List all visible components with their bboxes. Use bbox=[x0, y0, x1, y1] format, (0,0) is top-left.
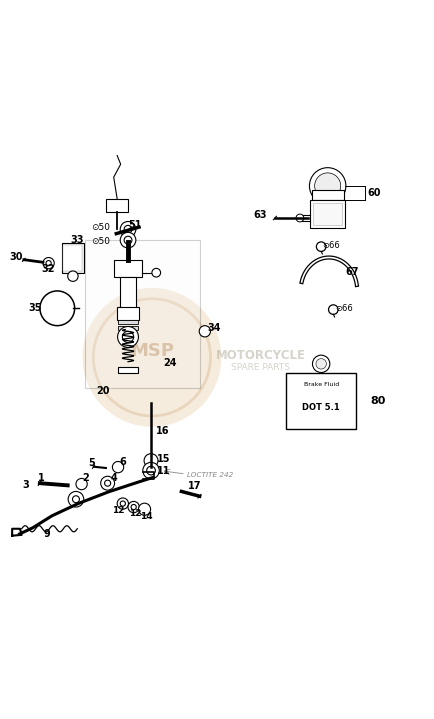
Text: DOT 5.1: DOT 5.1 bbox=[302, 403, 340, 412]
Circle shape bbox=[46, 260, 51, 266]
Text: 51: 51 bbox=[128, 220, 141, 230]
Circle shape bbox=[118, 326, 138, 347]
Text: 6: 6 bbox=[119, 457, 126, 467]
Circle shape bbox=[296, 214, 304, 222]
Circle shape bbox=[124, 237, 132, 244]
Circle shape bbox=[152, 268, 161, 277]
Circle shape bbox=[309, 168, 346, 204]
Text: 17: 17 bbox=[187, 481, 201, 491]
Circle shape bbox=[138, 503, 151, 516]
Text: 35: 35 bbox=[28, 303, 42, 313]
Text: 32: 32 bbox=[42, 264, 56, 274]
Circle shape bbox=[120, 221, 136, 237]
Text: 9: 9 bbox=[43, 529, 50, 539]
Circle shape bbox=[76, 478, 87, 490]
Bar bbox=[118, 319, 138, 324]
Bar bbox=[118, 326, 138, 330]
Bar bbox=[63, 245, 82, 271]
Circle shape bbox=[143, 462, 159, 479]
Text: 12: 12 bbox=[112, 506, 124, 515]
Circle shape bbox=[82, 288, 221, 427]
Text: 63: 63 bbox=[254, 211, 267, 221]
Text: MOTORCYCLE: MOTORCYCLE bbox=[215, 349, 306, 362]
Text: 14: 14 bbox=[140, 512, 153, 521]
Text: 1: 1 bbox=[38, 473, 45, 483]
Text: 11: 11 bbox=[157, 466, 171, 475]
Circle shape bbox=[144, 454, 158, 467]
Text: 16: 16 bbox=[156, 426, 170, 436]
Text: 30: 30 bbox=[10, 252, 23, 262]
Text: 2: 2 bbox=[82, 473, 89, 483]
Text: 20: 20 bbox=[96, 386, 110, 395]
Circle shape bbox=[124, 225, 132, 233]
Bar bbox=[62, 243, 84, 273]
Bar bbox=[120, 277, 136, 308]
Text: 60: 60 bbox=[367, 188, 381, 198]
Text: LOCTITE 242: LOCTITE 242 bbox=[187, 472, 233, 478]
Text: Brake Fluid: Brake Fluid bbox=[303, 383, 339, 387]
Circle shape bbox=[120, 232, 136, 248]
Circle shape bbox=[43, 257, 54, 269]
Text: ⊙66: ⊙66 bbox=[322, 242, 339, 250]
Text: SPARE PARTS: SPARE PARTS bbox=[231, 363, 290, 372]
Circle shape bbox=[101, 476, 115, 490]
Circle shape bbox=[315, 173, 341, 199]
Text: 80: 80 bbox=[370, 395, 385, 406]
Circle shape bbox=[105, 480, 111, 486]
Text: 12: 12 bbox=[129, 509, 141, 518]
Bar bbox=[106, 199, 128, 212]
Text: 67: 67 bbox=[345, 267, 359, 277]
FancyBboxPatch shape bbox=[85, 240, 200, 388]
Circle shape bbox=[112, 462, 124, 473]
Circle shape bbox=[128, 501, 139, 513]
Bar bbox=[114, 260, 142, 277]
Text: ⊙50: ⊙50 bbox=[91, 223, 110, 232]
Bar bbox=[117, 308, 139, 321]
Bar bbox=[312, 191, 344, 200]
Circle shape bbox=[117, 498, 128, 509]
Text: 5: 5 bbox=[88, 458, 95, 468]
Text: MSP: MSP bbox=[130, 342, 174, 360]
Bar bbox=[118, 367, 138, 373]
Circle shape bbox=[199, 326, 210, 337]
Circle shape bbox=[122, 331, 134, 342]
Bar bbox=[310, 200, 345, 229]
Bar bbox=[148, 465, 155, 472]
Text: 3: 3 bbox=[23, 480, 30, 490]
Text: 33: 33 bbox=[70, 235, 84, 245]
Text: 24: 24 bbox=[163, 358, 177, 368]
Circle shape bbox=[68, 271, 78, 281]
Text: ⊙66: ⊙66 bbox=[335, 304, 352, 313]
Circle shape bbox=[120, 501, 125, 506]
Text: 34: 34 bbox=[207, 323, 221, 333]
Text: 4: 4 bbox=[110, 472, 117, 482]
Circle shape bbox=[68, 491, 84, 507]
Circle shape bbox=[72, 496, 79, 503]
Text: ⊙50: ⊙50 bbox=[91, 237, 110, 245]
Bar bbox=[313, 203, 342, 225]
Circle shape bbox=[312, 355, 330, 372]
Circle shape bbox=[131, 505, 136, 510]
Circle shape bbox=[316, 359, 326, 369]
Circle shape bbox=[147, 466, 155, 475]
Bar bbox=[286, 372, 356, 429]
Text: 15: 15 bbox=[157, 454, 171, 464]
